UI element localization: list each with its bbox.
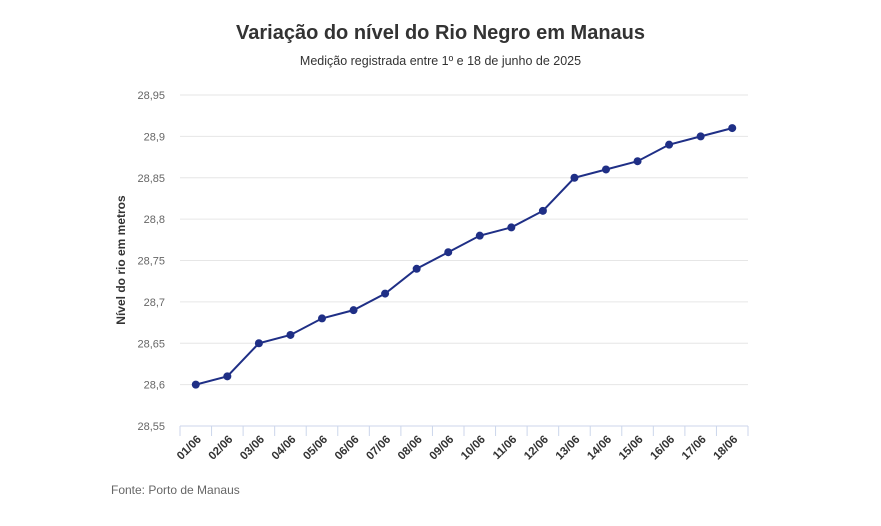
x-tick-label: 11/06 (491, 434, 519, 462)
x-tick-label: 09/06 (428, 434, 457, 463)
data-point (665, 140, 674, 149)
x-tick-label: 17/06 (680, 434, 709, 463)
data-point (570, 173, 579, 182)
data-point (286, 330, 295, 339)
x-tick-label: 12/06 (522, 434, 551, 463)
x-tick-label: 16/06 (648, 434, 677, 463)
x-tick-label: 07/06 (364, 434, 393, 463)
data-point (728, 124, 737, 133)
x-tick-label: 05/06 (301, 434, 330, 463)
data-point (538, 206, 547, 215)
x-tick-label: 14/06 (585, 434, 614, 463)
x-tick-label: 02/06 (207, 434, 236, 463)
data-point (444, 248, 453, 257)
data-point (507, 223, 516, 232)
y-tick-label: 28,6 (144, 380, 165, 392)
y-tick-label: 28,65 (137, 338, 165, 350)
x-tick-label: 15/06 (617, 434, 646, 463)
data-point (254, 339, 263, 348)
y-tick-label: 28,75 (137, 256, 165, 268)
x-tick-label: 04/06 (270, 434, 299, 463)
x-tick-label: 13/06 (554, 434, 583, 463)
data-point (318, 314, 326, 323)
data-point (191, 380, 200, 389)
x-tick-label: 01/06 (175, 434, 204, 463)
x-tick-label: 10/06 (459, 434, 488, 463)
y-tick-label: 28,9 (144, 131, 165, 143)
x-tick-label: 03/06 (238, 434, 267, 463)
x-tick-label: 18/06 (712, 434, 741, 463)
source-note: Fonte: Porto de Manaus (111, 483, 240, 497)
series-line (195, 127, 733, 386)
data-point (602, 165, 610, 174)
data-point (696, 132, 705, 141)
data-point (381, 289, 390, 298)
chart-subtitle: Medição registrada entre 1º e 18 de junh… (299, 54, 582, 68)
y-tick-label: 28,55 (137, 421, 165, 433)
x-tick-label: 06/06 (333, 434, 362, 463)
chart-title: Variação do nível do Rio Negro em Manaus (236, 22, 645, 44)
y-tick-label: 28,7 (144, 297, 165, 309)
data-point (349, 306, 358, 315)
x-tick-label: 08/06 (396, 434, 425, 463)
y-tick-label: 28,95 (137, 90, 165, 102)
y-tick-label: 28,8 (144, 214, 165, 226)
data-point (223, 372, 232, 381)
data-point (633, 157, 642, 166)
y-tick-label: 28,85 (137, 173, 165, 185)
y-axis-label: Nível do rio em metros (114, 195, 128, 325)
data-point (475, 231, 484, 240)
data-point (412, 264, 421, 273)
